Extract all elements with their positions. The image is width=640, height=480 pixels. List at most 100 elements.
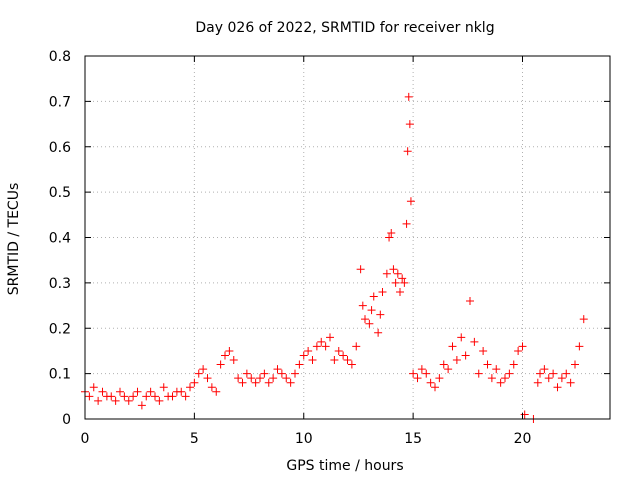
data-point [406,197,415,206]
data-point [212,387,221,396]
data-point [413,374,422,383]
data-point [194,369,203,378]
data-point [509,360,518,369]
y-tick-label: 0.8 [49,49,71,65]
data-point [299,351,308,360]
data-point [393,269,402,278]
data-point [120,392,129,401]
y-tick-label: 0.1 [49,367,71,383]
data-point [514,346,523,355]
data-point [343,356,352,365]
data-point [247,374,256,383]
data-point [426,378,435,387]
data-point [85,392,94,401]
data-point [133,387,142,396]
data-point [487,374,496,383]
data-point [376,310,385,319]
data-point [444,365,453,374]
data-point [111,396,120,405]
data-point [549,369,558,378]
data-point [557,374,566,383]
data-point [553,383,562,392]
data-point [470,337,479,346]
data-point [452,356,461,365]
data-point [457,333,466,342]
data-point [404,92,413,101]
y-tick-label: 0.4 [49,231,71,247]
data-point [207,383,216,392]
data-point [326,333,334,342]
y-tick-label: 0.5 [49,185,71,201]
data-point [186,383,194,392]
data-point [385,233,394,242]
y-tick-label: 0 [62,412,71,428]
data-point [439,360,448,369]
data-point [98,387,107,396]
data-point [422,369,431,378]
data-point [466,297,474,306]
data-point [312,342,321,351]
data-point [155,396,164,405]
data-point [89,383,98,392]
data-point [533,378,542,387]
data-point [137,401,146,410]
data-point [282,374,291,383]
data-point [199,365,208,374]
x-tick-label: 20 [514,431,532,447]
data-point [540,365,549,374]
data-point [229,356,238,365]
data-point [536,369,544,378]
data-point [435,374,444,383]
data-point [391,278,400,287]
data-point [365,319,374,328]
data-point [378,287,387,296]
data-point [405,120,414,129]
x-axis-title: GPS time / hours [286,458,403,474]
data-point [347,360,356,369]
data-point [417,365,426,374]
data-point [575,342,584,351]
data-point [398,274,407,283]
data-point [387,228,396,237]
data-point [352,342,361,351]
data-point [256,374,264,383]
data-point [269,374,278,383]
data-point [402,219,411,228]
x-tick-label: 10 [295,431,313,447]
data-point [273,365,282,374]
data-point [483,360,492,369]
data-point [190,378,199,387]
data-point [501,374,509,383]
data-point [479,346,488,355]
chart-title: Day 026 of 2022, SRMTID for receiver nkl… [195,20,494,36]
data-point [400,278,409,287]
data-point [264,378,273,387]
data-point [367,306,376,315]
data-point [260,369,269,378]
data-point [496,378,505,387]
data-point [168,392,177,401]
data-point [308,356,317,365]
data-point [409,369,418,378]
data-point [146,387,155,396]
data-point [177,387,186,396]
data-point [334,346,343,355]
data-point [129,392,138,401]
data-point [317,337,326,346]
data-point [304,346,313,355]
data-point [339,351,348,360]
data-point [369,292,378,301]
data-point [142,392,151,401]
data-point [291,369,299,378]
data-point [221,351,229,360]
data-point [330,356,339,365]
data-point [356,265,365,274]
data-point [474,369,483,378]
data-point [396,287,404,296]
data-point [361,315,369,324]
y-tick-label: 0.6 [49,140,71,156]
data-point [225,346,234,355]
y-tick-label: 0.2 [49,321,71,337]
x-tick-label: 5 [190,431,199,447]
